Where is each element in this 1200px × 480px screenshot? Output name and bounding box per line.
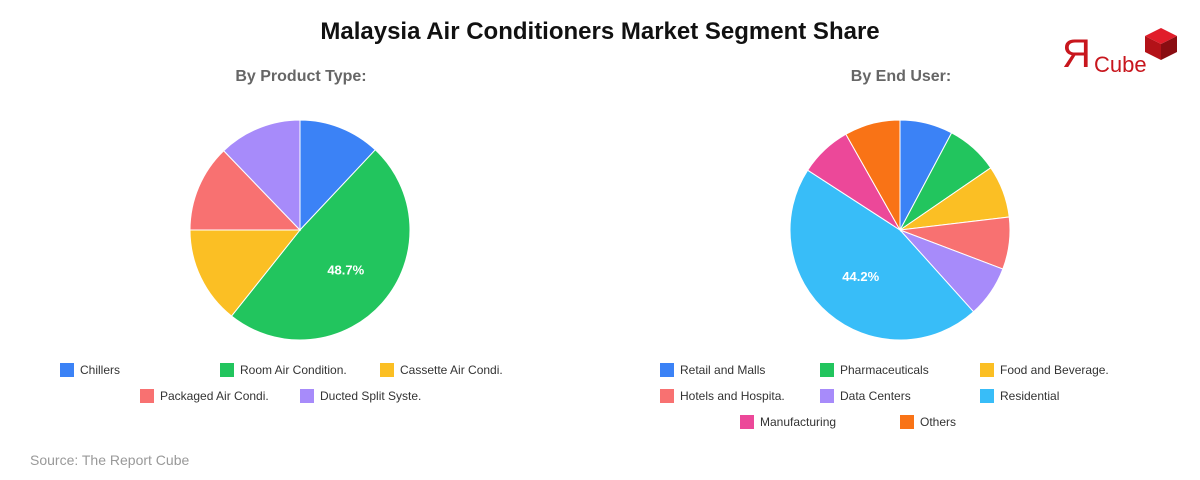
product-type-legend-swatch [60,363,74,377]
product-type-legend-swatch [380,363,394,377]
product-type-slice-4 [222,119,301,232]
product-type-legend-swatch [300,389,314,403]
product-type-slice-1 [230,149,411,341]
product-type-slice-0 [299,119,377,232]
end-user-legend-swatch [660,363,674,377]
product-type-legend-label: Chillers [80,363,121,377]
logo-text: Cube [1094,52,1147,77]
end-user-legend-label: Hotels and Hospita. [680,389,785,403]
product-type-legend-swatch [140,389,154,403]
end-user-legend-swatch [980,389,994,403]
end-user-legend-label: Others [920,415,957,429]
product-type-subtitle: By Product Type: [235,68,367,85]
end-user-legend-label: Residential [1000,389,1060,403]
end-user-legend-label: Data Centers [840,389,911,403]
end-user-slice-5 [789,169,975,341]
end-user-legend-swatch [980,363,994,377]
source-note: Source: The Report Cube [30,452,190,468]
logo-mark: Я [1062,32,1091,76]
product-type-data-label-1: 48.7% [327,263,364,278]
chart-title: Malaysia Air Conditioners Market Segment… [320,18,880,45]
end-user-legend-swatch [740,415,754,429]
product-type-legend-label: Packaged Air Condi. [160,389,269,403]
end-user-legend-label: Manufacturing [760,415,837,429]
end-user-legend-label: Retail and Malls [680,363,766,377]
end-user-legend-label: Food and Beverage. [1000,363,1109,377]
end-user-subtitle: By End User: [850,68,952,85]
product-type-legend-label: Room Air Condition. [240,363,347,377]
product-type-legend-label: Ducted Split Syste. [320,389,422,403]
end-user-legend-label: Pharmaceuticals [840,363,929,377]
end-user-legend-swatch [820,363,834,377]
end-user-slice-7 [845,119,901,232]
end-user-legend-swatch [900,415,914,429]
cube-icon [1145,28,1177,60]
end-user-legend-swatch [820,389,834,403]
end-user-legend-swatch [660,389,674,403]
report-cube-logo: Я Cube [1062,26,1182,82]
product-type-slice-3 [189,150,302,231]
product-type-slice-2 [189,229,302,317]
product-type-legend-swatch [220,363,234,377]
end-user-data-label-5: 44.2% [842,269,879,284]
product-type-pie-chart: 48.7% [189,119,411,341]
product-type-legend-label: Cassette Air Condi. [400,363,503,377]
end-user-pie-chart: 44.2% [789,119,1011,341]
